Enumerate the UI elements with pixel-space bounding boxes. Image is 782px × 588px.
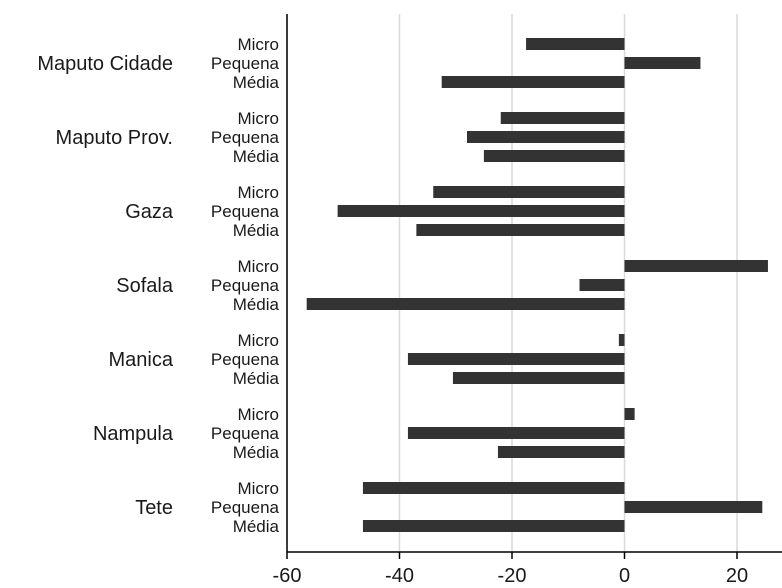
bar-label: Média <box>233 221 280 240</box>
bar <box>500 112 625 124</box>
bar <box>416 224 625 236</box>
bar-label: Média <box>233 517 280 536</box>
bar-label: Pequena <box>211 128 280 147</box>
bars <box>306 38 768 532</box>
bar <box>337 205 625 217</box>
bar-label: Média <box>233 443 280 462</box>
bar-label: Micro <box>237 109 279 128</box>
x-tick-label: 0 <box>619 565 630 587</box>
group-label: Manica <box>109 349 174 371</box>
bar-label: Micro <box>237 405 279 424</box>
bar <box>526 38 625 50</box>
bar <box>452 372 625 384</box>
bar <box>362 520 625 532</box>
bar-label: Micro <box>237 35 279 54</box>
bar-label: Média <box>233 147 280 166</box>
bar-label: Média <box>233 369 280 388</box>
x-tick-label: -20 <box>498 565 527 587</box>
bar <box>624 260 768 272</box>
bar <box>407 353 625 365</box>
group-label: Tete <box>135 497 173 519</box>
x-tick-label: 20 <box>726 565 748 587</box>
group-label: Maputo Cidade <box>37 53 173 75</box>
bar-label: Pequena <box>211 424 280 443</box>
bar-label: Média <box>233 295 280 314</box>
bar-label: Pequena <box>211 276 280 295</box>
bar <box>497 446 625 458</box>
bar <box>624 57 701 69</box>
bar <box>579 279 625 291</box>
bar <box>362 482 625 494</box>
bar <box>306 298 625 310</box>
bar-label: Micro <box>237 183 279 202</box>
bar-label: Micro <box>237 257 279 276</box>
x-tick-label: -40 <box>385 565 414 587</box>
bar <box>618 334 625 346</box>
axes: -60 -40 -20 0 20 <box>273 14 782 587</box>
x-tick-label: -60 <box>273 565 302 587</box>
bar <box>407 427 625 439</box>
bar-label: Pequena <box>211 54 280 73</box>
bar <box>483 150 625 162</box>
bar-label: Pequena <box>211 202 280 221</box>
bar <box>624 408 635 420</box>
bar-label: Micro <box>237 331 279 350</box>
bar <box>433 186 625 198</box>
gridlines <box>286 14 738 552</box>
bar-label: Pequena <box>211 350 280 369</box>
group-label: Nampula <box>93 423 174 445</box>
bar-label: Média <box>233 73 280 92</box>
bar-label: Micro <box>237 479 279 498</box>
bar <box>467 131 625 143</box>
bar-label: Pequena <box>211 498 280 517</box>
bar <box>441 76 625 88</box>
group-label: Sofala <box>116 275 174 297</box>
group-label: Maputo Prov. <box>56 127 173 149</box>
group-label: Gaza <box>125 201 174 223</box>
bar <box>624 501 763 513</box>
